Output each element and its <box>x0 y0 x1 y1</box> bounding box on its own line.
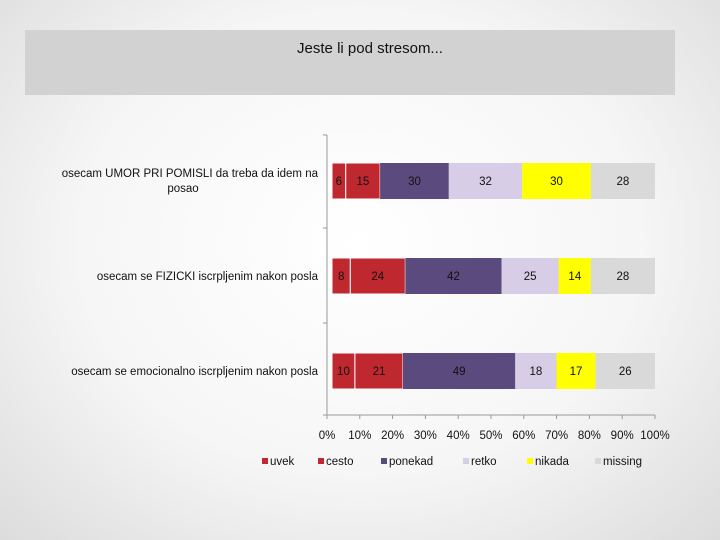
category-label: osecam UMOR PRI POMISLI da treba da idem… <box>62 168 319 195</box>
data-label: 6 <box>336 176 342 188</box>
legend-swatch-retko <box>463 458 469 464</box>
x-tick-label: 10% <box>348 430 371 442</box>
legend-label: ponekad <box>389 456 433 468</box>
bar-segment-nikada <box>558 258 591 294</box>
bar-segment-nikada <box>522 163 591 199</box>
x-tick-label: 100% <box>640 430 669 442</box>
x-tick-label: 90% <box>611 430 634 442</box>
x-tick-label: 0% <box>319 430 336 442</box>
title-band: Jeste li pod stresom... <box>25 30 675 95</box>
data-label: 30 <box>550 176 563 188</box>
data-label: 21 <box>373 366 386 378</box>
legend-swatch-nikada <box>527 458 533 464</box>
data-label: 28 <box>617 176 630 188</box>
x-tick-label: 20% <box>381 430 404 442</box>
legend-swatch-uvek <box>262 458 268 464</box>
bar-segment-missing <box>590 163 655 199</box>
data-label: 49 <box>453 366 466 378</box>
bar-segment-missing <box>590 258 655 294</box>
legend-swatch-ponekad <box>381 458 387 464</box>
data-label: 24 <box>371 271 384 283</box>
data-label: 8 <box>338 271 344 283</box>
data-label: 32 <box>479 176 492 188</box>
data-label: 17 <box>570 366 583 378</box>
category-label-line: osecam UMOR PRI POMISLI da treba da idem… <box>62 168 319 180</box>
data-label: 14 <box>568 271 581 283</box>
legend-swatch-cesto <box>318 458 324 464</box>
category-label-line: posao <box>167 183 198 195</box>
bar-segment-cesto <box>354 352 404 390</box>
x-tick-label: 80% <box>578 430 601 442</box>
x-tick-label: 40% <box>447 430 470 442</box>
x-tick-label: 30% <box>414 430 437 442</box>
x-tick-label: 50% <box>479 430 502 442</box>
bar-segment-retko <box>448 163 523 199</box>
legend-label: nikada <box>535 456 569 468</box>
bar-segment-missing <box>595 353 655 389</box>
data-label: 26 <box>619 366 632 378</box>
x-tick-label: 60% <box>512 430 535 442</box>
category-label: osecam se emocionalno iscrpljenim nakon … <box>71 366 318 378</box>
data-label: 15 <box>357 176 370 188</box>
data-label: 10 <box>337 366 350 378</box>
legend-label: uvek <box>270 456 295 468</box>
bar-segment-ponekad <box>405 258 502 294</box>
data-label: 25 <box>524 271 537 283</box>
category-label: osecam se FIZICKI iscrpljenim nakon posl… <box>97 271 319 283</box>
data-label: 18 <box>529 366 542 378</box>
bar-segment-retko <box>501 258 559 294</box>
data-label: 42 <box>447 271 460 283</box>
data-label: 28 <box>617 271 630 283</box>
bar-segment-ponekad <box>403 353 516 389</box>
bar-segment-retko <box>515 353 557 389</box>
legend-label: missing <box>603 456 642 468</box>
bar-segment-nikada <box>556 353 596 389</box>
legend-swatch-missing <box>595 458 601 464</box>
legend-label: cesto <box>326 456 354 468</box>
bar-segment-ponekad <box>380 163 449 199</box>
legend-label: retko <box>471 456 497 468</box>
data-label: 30 <box>408 176 421 188</box>
x-tick-label: 70% <box>545 430 568 442</box>
chart-title: Jeste li pod stresom... <box>297 40 443 57</box>
